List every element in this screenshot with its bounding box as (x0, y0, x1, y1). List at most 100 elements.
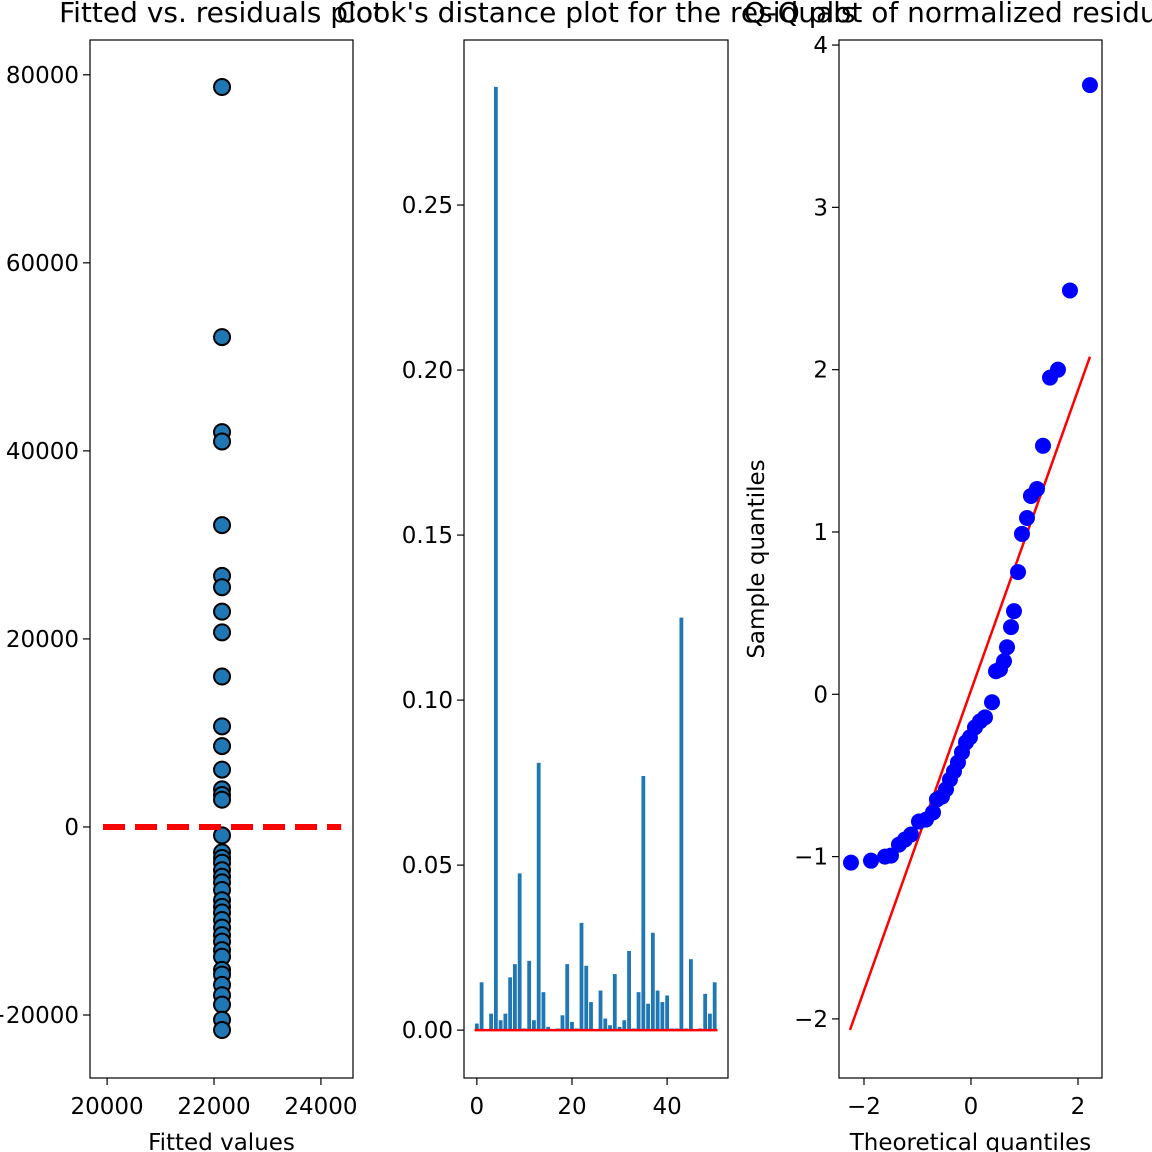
point (1018, 510, 1035, 527)
chart-title: Fitted vs. residuals plot (59, 0, 384, 29)
y-tick-label: 3 (813, 195, 828, 221)
bar (474, 1023, 479, 1031)
y-tick-label: 0.20 (402, 358, 453, 384)
y-tick-label: 0 (64, 815, 79, 841)
bar (493, 86, 498, 1031)
bar (532, 1020, 536, 1031)
bar (503, 1013, 508, 1031)
y-tick-label: −2 (794, 1007, 828, 1033)
point (213, 717, 232, 736)
bar (636, 992, 641, 1031)
point (213, 790, 232, 809)
bar (541, 992, 546, 1031)
y-tick-label: 0 (813, 682, 828, 708)
y-tick-label: 2 (813, 358, 828, 384)
point (976, 709, 993, 726)
bar (479, 982, 484, 1031)
bar (560, 1015, 565, 1031)
y-tick-label: 0.25 (402, 193, 453, 219)
axes-frame (463, 39, 729, 1079)
x-tick-label: 20000 (71, 1094, 144, 1120)
y-tick-label: 0.00 (402, 1018, 453, 1044)
bar (498, 1020, 503, 1031)
x-tick-label: 0 (964, 1094, 979, 1120)
y-tick-label: 0.05 (402, 853, 453, 879)
point (984, 694, 1001, 711)
x-axis-label: Fitted values (148, 1130, 295, 1152)
bar (598, 990, 603, 1031)
point (862, 852, 879, 869)
bar (641, 776, 646, 1031)
y-tick-label: −1 (794, 845, 828, 871)
axes-frame (838, 39, 1103, 1079)
point (213, 78, 232, 97)
point (1005, 603, 1022, 620)
subplot: Q-Q plot of normalized residuals Theoreti… (744, 0, 1152, 1152)
point (1028, 480, 1045, 497)
x-tick-label: 24000 (284, 1094, 357, 1120)
y-tick-label: 60000 (6, 251, 79, 277)
point (1049, 361, 1066, 378)
x-tick-label: 2 (1071, 1094, 1086, 1120)
bar (612, 974, 617, 1031)
y-tick-label: 20000 (6, 627, 79, 653)
point (883, 847, 900, 864)
point (213, 737, 232, 756)
y-axis-label: Sample quantiles (744, 459, 770, 658)
bar (708, 1013, 712, 1031)
bar (584, 965, 589, 1031)
point (924, 804, 941, 821)
bar (508, 977, 513, 1031)
bar (565, 964, 570, 1031)
point (1002, 619, 1019, 636)
bar (589, 1002, 593, 1031)
point (998, 639, 1015, 656)
point (213, 623, 232, 642)
y-tick-label: 1 (813, 520, 828, 546)
y-tick-label: 0.10 (402, 688, 453, 714)
bar (603, 1018, 608, 1031)
bar (536, 762, 541, 1031)
bar (579, 922, 584, 1031)
point (213, 602, 232, 621)
x-tick-label: 0 (470, 1094, 485, 1120)
bar (712, 982, 717, 1031)
y-tick-label: 4 (813, 33, 828, 59)
subplot: Cook's distance plot for the residuals 0 2… (336, 0, 855, 1120)
point (213, 328, 232, 347)
bar (660, 1002, 665, 1031)
point (213, 995, 232, 1014)
y-tick-label: 40000 (6, 439, 79, 465)
reference-line (848, 356, 1092, 1031)
bar (646, 1003, 650, 1031)
point (1013, 525, 1030, 542)
point (995, 653, 1012, 670)
point (213, 578, 232, 597)
bar (703, 993, 708, 1031)
chart-title: Q-Q plot of normalized residuals (744, 0, 1152, 29)
bar (489, 1013, 494, 1031)
x-tick-label: 20 (557, 1094, 586, 1120)
point (213, 432, 232, 451)
point (1061, 282, 1078, 299)
bar (679, 617, 684, 1031)
bar (627, 950, 631, 1031)
y-tick-label: 80000 (6, 63, 79, 89)
point (842, 854, 859, 871)
bar (517, 873, 522, 1031)
x-axis-label: Theoretical quantiles (849, 1130, 1092, 1152)
point (1081, 77, 1098, 94)
bar (688, 959, 693, 1031)
bar (622, 1020, 627, 1031)
bar (512, 964, 517, 1031)
point (213, 516, 232, 535)
bar (570, 1021, 574, 1031)
bar (655, 990, 660, 1031)
bar (527, 960, 532, 1031)
point (213, 667, 232, 686)
bar (617, 1026, 622, 1031)
chart-title: Cook's distance plot for the residuals (336, 0, 855, 29)
